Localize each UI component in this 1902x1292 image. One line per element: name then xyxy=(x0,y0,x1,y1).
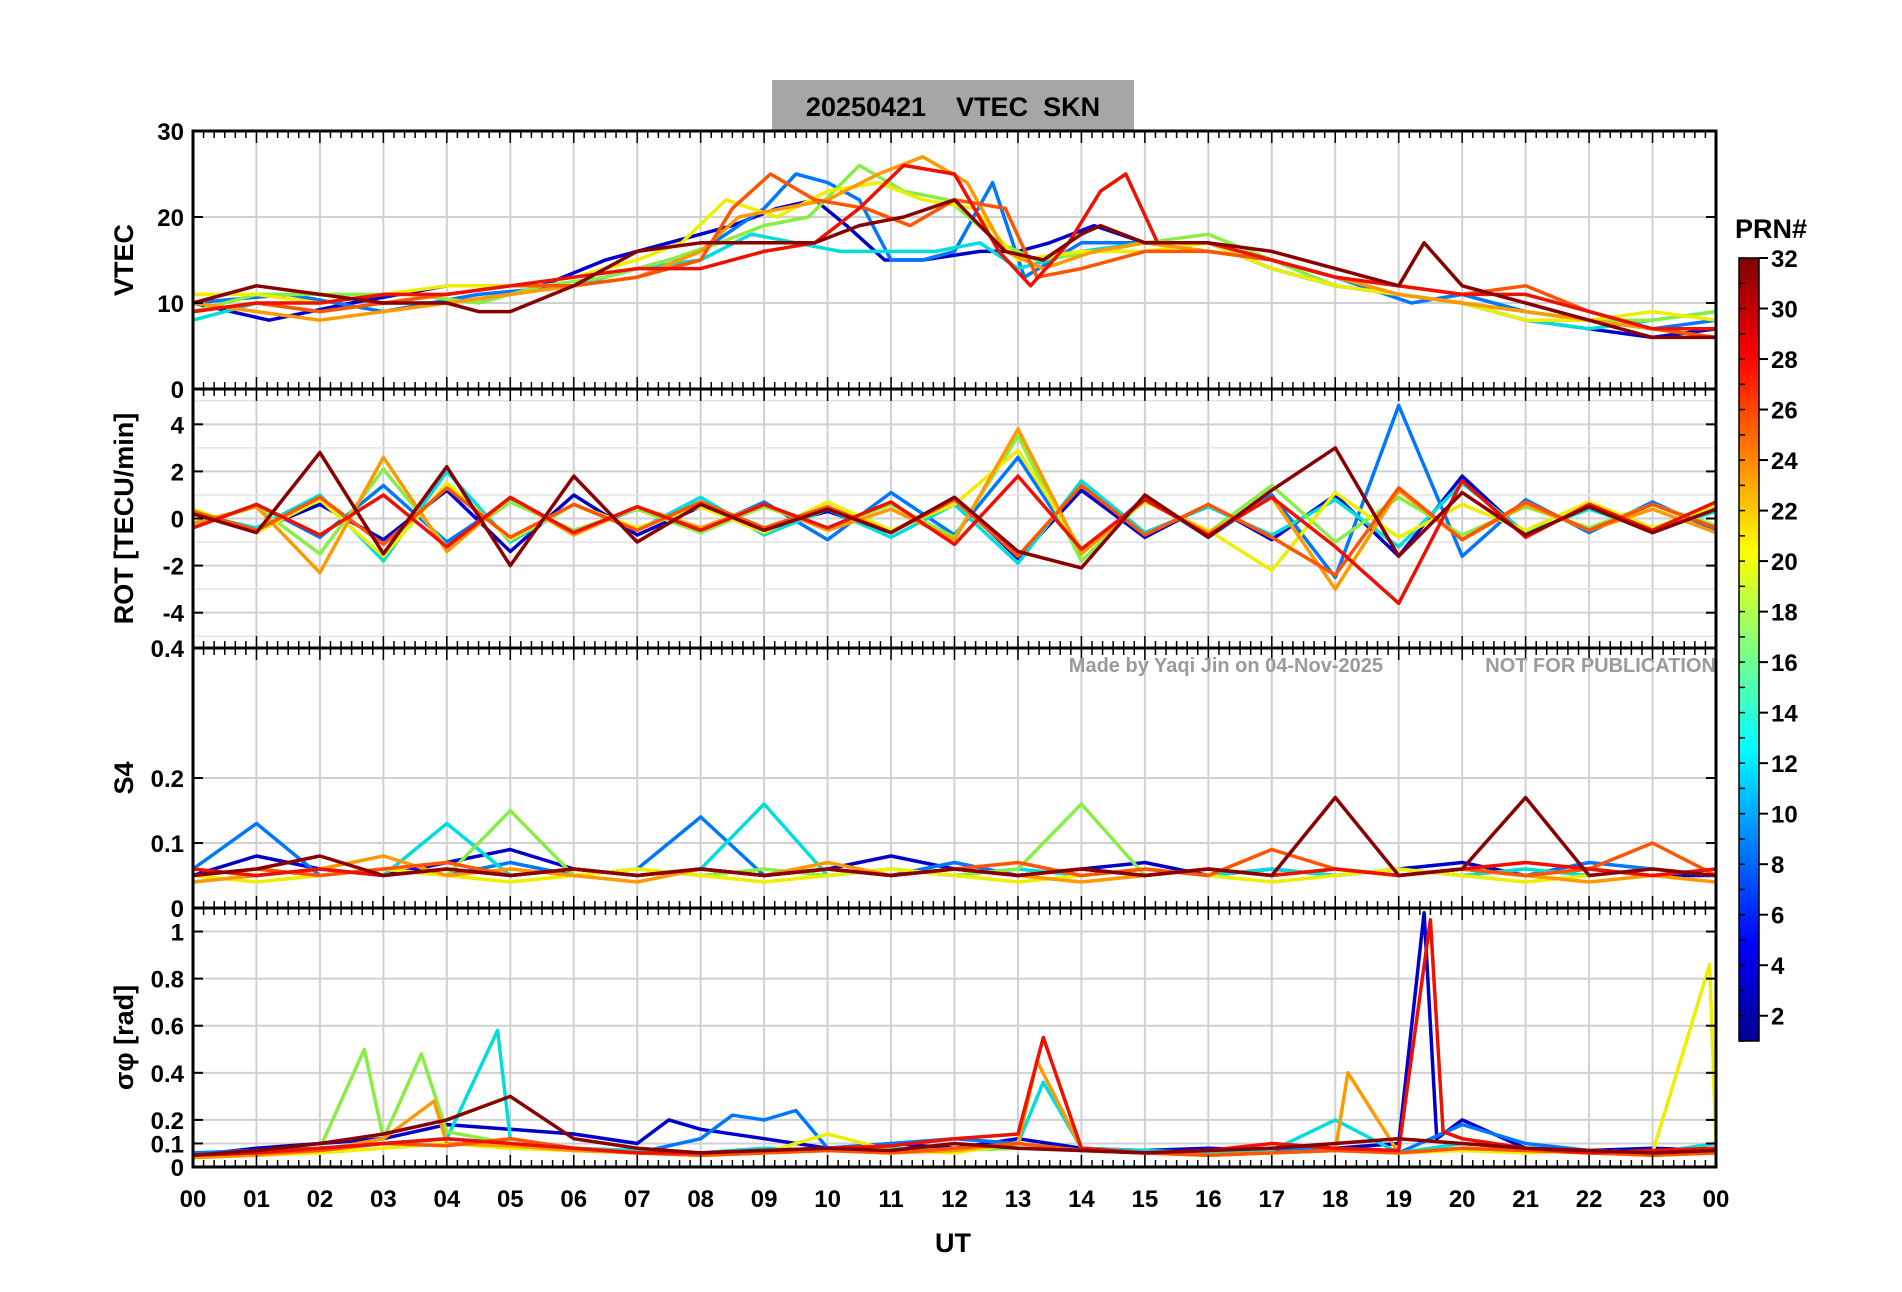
x-tick-label: 15 xyxy=(1132,1186,1159,1213)
x-tick-label: 07 xyxy=(624,1186,651,1213)
colorbar-tick-label: 30 xyxy=(1771,297,1798,324)
panel-sigma-phi-ytick-label: 0.6 xyxy=(151,1014,184,1041)
colorbar-tick-label: 24 xyxy=(1771,448,1798,475)
series-line-vtec-prn-24 xyxy=(193,155,1716,340)
x-tick-label: 14 xyxy=(1068,1186,1095,1213)
panel-sigma-phi-ytick-label: 0 xyxy=(171,1155,184,1182)
chart-title-box xyxy=(772,80,1134,130)
x-tick-label: 00 xyxy=(180,1186,207,1213)
x-tick-label: 16 xyxy=(1195,1186,1222,1213)
x-tick-label: 17 xyxy=(1258,1186,1285,1213)
x-tick-label: 20 xyxy=(1449,1186,1476,1213)
x-axis-title: UT xyxy=(935,1228,971,1258)
colorbar-tick-label: 10 xyxy=(1771,802,1798,829)
watermark: Made by Yaqi Jin on 04-Nov-2025 NOT FOR … xyxy=(1069,655,1716,677)
panel-s4-ytick-label: 0 xyxy=(171,896,184,923)
panel-s4-ytick-label: 0.1 xyxy=(151,831,184,858)
panel-s4-ylabel: S4 xyxy=(109,761,139,794)
x-tick-label: 01 xyxy=(243,1186,270,1213)
x-tick-label: 21 xyxy=(1512,1186,1539,1213)
panel-rot-ytick-label: -4 xyxy=(163,601,185,628)
chart-title-text: 20250421 VTEC SKN xyxy=(806,92,1100,122)
x-tick-label: 13 xyxy=(1005,1186,1032,1213)
panel-sigma-phi-ytick-label: 0.4 xyxy=(151,1061,185,1088)
colorbar-tick-label: 12 xyxy=(1771,751,1798,778)
colorbar-tick-label: 14 xyxy=(1771,701,1798,728)
colorbar-tick-label: 22 xyxy=(1771,499,1798,526)
colorbar-tick-label: 6 xyxy=(1771,903,1784,930)
x-tick-label: 18 xyxy=(1322,1186,1349,1213)
panel-vtec-ytick-label: 20 xyxy=(157,205,184,232)
x-tick-label: 10 xyxy=(814,1186,841,1213)
x-tick-label: 08 xyxy=(687,1186,714,1213)
panel-rot-ytick-label: -2 xyxy=(163,554,184,581)
x-tick-label: 23 xyxy=(1639,1186,1666,1213)
series-line-rot-prn-20 xyxy=(193,448,1716,573)
panel-rot-series xyxy=(193,403,1716,606)
x-tick-label: 09 xyxy=(751,1186,778,1213)
panel-vtec-ytick-label: 0 xyxy=(171,377,184,404)
colorbar-tick-label: 20 xyxy=(1771,549,1798,576)
panel-rot-ylabel: ROT [TECU/min] xyxy=(109,413,139,624)
colorbar-tick-label: 4 xyxy=(1771,953,1785,980)
panel-sigma-phi: 00.10.2 0.4 0.6 0.8 1 σφ [rad] xyxy=(109,906,1718,1182)
series-line-vtec-prn-28 xyxy=(193,163,1716,331)
panel-sigma-phi-ytick-label: 0.2 xyxy=(151,1108,184,1135)
x-tick-label: 04 xyxy=(433,1186,460,1213)
panel-vtec-ylabel: VTEC xyxy=(109,224,139,296)
panel-s4-ytick-label: 0.2 xyxy=(151,766,184,793)
panel-rot-ytick-label: 2 xyxy=(171,459,184,486)
x-tick-label: 03 xyxy=(370,1186,397,1213)
panel-sigma-phi-series xyxy=(193,910,1716,1160)
panel-sigma-phi-ytick-label: 0.8 xyxy=(151,967,184,994)
x-tick-label: 02 xyxy=(307,1186,334,1213)
colorbar-tick-label: 16 xyxy=(1771,650,1798,677)
colorbar-label: PRN# xyxy=(1735,214,1807,244)
x-axis: UT 00 01 02 03 04 05 06 07 08 09 10 11 12 13 14 15 16 17 1… xyxy=(180,1186,1730,1258)
panel-sigma-phi-ylabel: σφ [rad] xyxy=(109,985,139,1090)
x-tick-label: 19 xyxy=(1385,1186,1412,1213)
series-line-vtec-prn-31 xyxy=(193,198,1716,340)
colorbar-tick-label: 32 xyxy=(1771,246,1798,273)
series-line-rot-prn-31 xyxy=(193,446,1716,570)
colorbar-tick-label: 28 xyxy=(1771,347,1798,374)
colorbar-tick-label: 2 xyxy=(1771,1004,1784,1031)
panel-vtec-ytick-label: 10 xyxy=(157,291,184,318)
panel-s4-series xyxy=(193,795,1716,884)
panel-rot-ytick-label: 0 xyxy=(171,507,184,534)
series-line-sigma-phi-prn-26 xyxy=(193,1136,1716,1157)
panel-sigma-phi-ytick-label: 0.1 xyxy=(151,1131,184,1158)
colorbar-tick-label: 18 xyxy=(1771,600,1798,627)
x-tick-label: 06 xyxy=(560,1186,587,1213)
series-line-s4-prn-31 xyxy=(193,795,1716,878)
panel-rot-ytick-label: 4 xyxy=(171,412,185,439)
watermark-author: Made by Yaqi Jin on 04-Nov-2025 xyxy=(1069,655,1383,677)
series-line-sigma-phi-prn-28 xyxy=(193,918,1716,1157)
x-tick-label: 00 xyxy=(1703,1186,1730,1213)
panel-vtec-series xyxy=(193,155,1716,340)
x-tick-label: 11 xyxy=(878,1186,903,1213)
watermark-notice: NOT FOR PUBLICATION xyxy=(1485,655,1716,677)
x-tick-label: 05 xyxy=(497,1186,524,1213)
panel-vtec: 0 10 20 30 VTEC xyxy=(109,119,1718,404)
panel-s4: 0 0.1 0.2 0.4 S4 xyxy=(109,636,1718,923)
series-line-rot-prn-28 xyxy=(193,474,1716,606)
colorbar-gradient xyxy=(1738,257,1760,1042)
panel-rot: -4 -2 0 2 4 ROT [TECU/min] xyxy=(109,387,1718,650)
chart-title: 20250421 VTEC SKN xyxy=(772,80,1134,130)
panel-vtec-ytick-label: 30 xyxy=(157,119,184,146)
colorbar-tick-label: 8 xyxy=(1771,852,1784,879)
colorbar-tick-label: 26 xyxy=(1771,398,1798,425)
x-tick-label: 12 xyxy=(941,1186,968,1213)
x-tick-label: 22 xyxy=(1576,1186,1603,1213)
series-line-sigma-phi-prn-31 xyxy=(193,1094,1716,1157)
panel-s4-ytick-label: 0.4 xyxy=(151,636,185,663)
panel-sigma-phi-ytick-label: 1 xyxy=(171,920,184,947)
series-line-rot-prn-26 xyxy=(193,483,1716,577)
